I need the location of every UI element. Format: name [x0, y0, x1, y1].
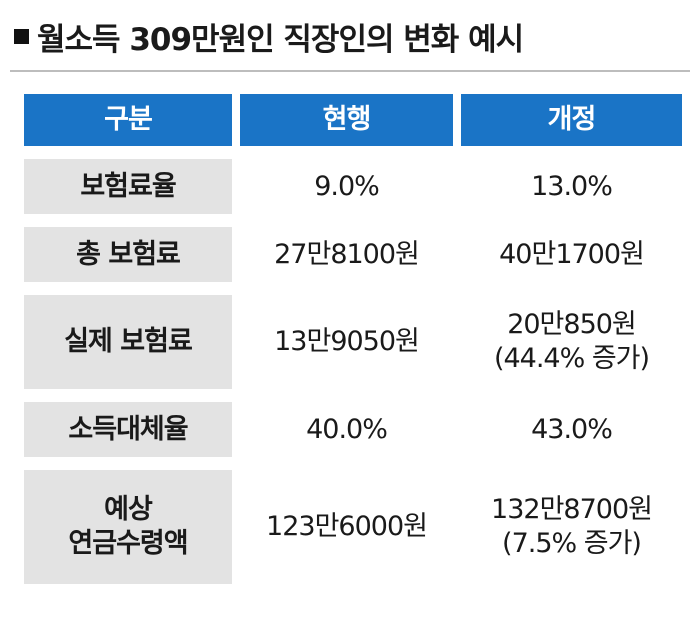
table-row: 실제 보험료 13만9050원 20만850원 (44.4% 증가) — [24, 295, 682, 389]
header-current: 현행 — [240, 94, 453, 146]
current-value: 27만8100원 — [240, 227, 453, 282]
header-category: 구분 — [24, 94, 232, 146]
table-row: 보험료율 9.0% 13.0% — [24, 159, 682, 214]
page-title: 월소득 309만원인 직장인의 변화 예시 — [14, 14, 524, 59]
row-label: 보험료율 — [24, 159, 232, 214]
current-value: 123만6000원 — [240, 470, 453, 584]
row-label: 실제 보험료 — [24, 295, 232, 389]
square-bullet-icon — [14, 29, 29, 44]
table-header-row: 구분 현행 개정 — [24, 94, 682, 146]
comparison-table: 구분 현행 개정 보험료율 9.0% 13.0% 총 보험료 27만8100원 … — [24, 94, 682, 597]
revised-value: 20만850원 (44.4% 증가) — [461, 295, 682, 389]
revised-value: 43.0% — [461, 402, 682, 457]
title-text: 월소득 309만원인 직장인의 변화 예시 — [37, 22, 524, 58]
row-label: 예상 연금수령액 — [24, 470, 232, 584]
title-divider — [10, 70, 690, 72]
row-label: 소득대체율 — [24, 402, 232, 457]
header-revised: 개정 — [461, 94, 682, 146]
revised-value: 13.0% — [461, 159, 682, 214]
current-value: 9.0% — [240, 159, 453, 214]
table-row: 예상 연금수령액 123만6000원 132만8700원 (7.5% 증가) — [24, 470, 682, 584]
row-label: 총 보험료 — [24, 227, 232, 282]
current-value: 13만9050원 — [240, 295, 453, 389]
table-row: 총 보험료 27만8100원 40만1700원 — [24, 227, 682, 282]
revised-value: 40만1700원 — [461, 227, 682, 282]
current-value: 40.0% — [240, 402, 453, 457]
table-row: 소득대체율 40.0% 43.0% — [24, 402, 682, 457]
revised-value: 132만8700원 (7.5% 증가) — [461, 470, 682, 584]
